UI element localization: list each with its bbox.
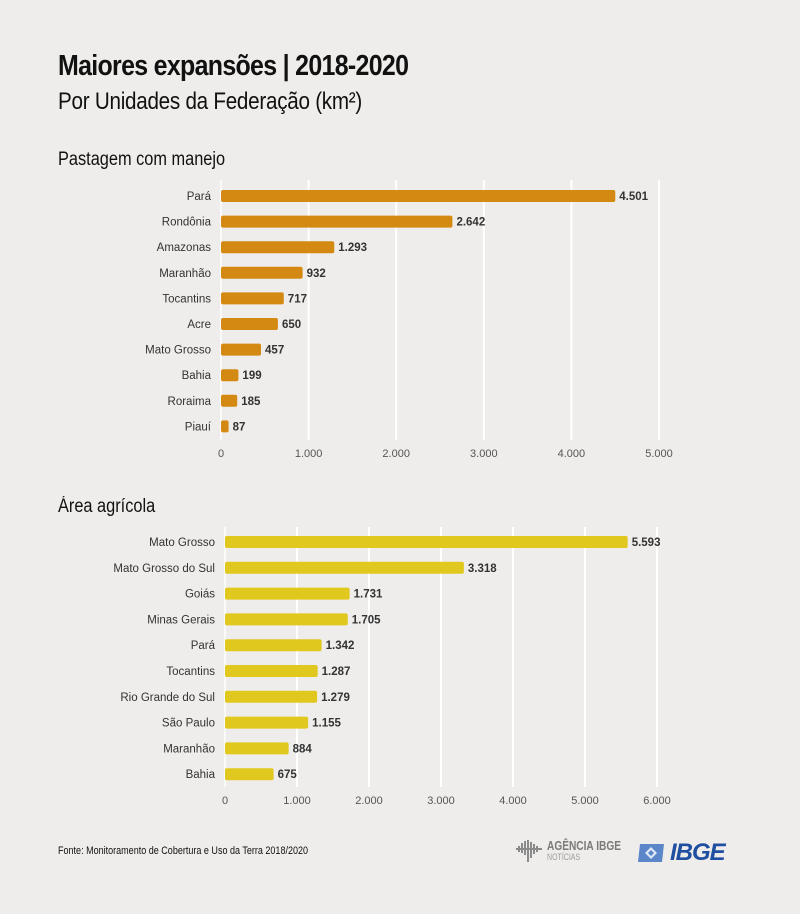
data-label: 675 — [278, 769, 298, 781]
x-tick-label: 1.000 — [283, 795, 311, 807]
ibge-logo: IBGE — [636, 839, 726, 867]
category-label: Tocantins — [162, 293, 211, 305]
category-label: Rio Grande do Sul — [120, 692, 215, 704]
category-label: Amazonas — [157, 242, 212, 254]
bar — [221, 215, 453, 228]
agencia-logo-subtext: NOTÍCIAS — [547, 851, 581, 862]
data-label: 1.287 — [322, 666, 351, 678]
agencia-ibge-logo: AGÊNCIA IBGE NOTÍCIAS — [515, 838, 642, 864]
x-tick-label: 0 — [222, 795, 228, 807]
category-label: Maranhão — [159, 268, 211, 280]
data-label: 199 — [242, 370, 261, 382]
data-label: 1.342 — [326, 640, 355, 652]
x-tick-label: 4.000 — [499, 795, 527, 807]
agencia-brazil-map-icon — [516, 840, 542, 862]
bar — [221, 292, 284, 305]
category-label: Rondônia — [162, 217, 212, 229]
x-tick-label: 6.000 — [643, 795, 671, 807]
bar — [225, 742, 289, 755]
bar — [225, 690, 318, 703]
bar — [221, 394, 238, 407]
x-tick-label: 1.000 — [295, 448, 323, 460]
x-tick-label: 3.000 — [470, 448, 498, 460]
data-label: 5.593 — [632, 537, 661, 549]
x-tick-label: 2.000 — [355, 795, 383, 807]
section-title-agricola: Área agrícola — [58, 496, 156, 517]
agricola-bar-chart: 0 1.000 2.000 3.000 4.000 5.000 6.000 Mato Gros… — [113, 527, 671, 807]
data-label: 1.293 — [338, 242, 367, 254]
category-label: Mato Grosso do Sul — [113, 563, 215, 575]
bar — [225, 716, 309, 729]
bar — [225, 613, 348, 626]
x-tick-label: 5.000 — [645, 448, 673, 460]
data-label: 932 — [307, 268, 326, 280]
bar — [225, 561, 464, 574]
pastagem-bar-chart: 0 1.000 2.000 3.000 4.000 5.000 Pará 4.501 Rondô… — [145, 180, 673, 460]
bar — [221, 343, 262, 356]
agencia-logo-text: AGÊNCIA IBGE — [547, 837, 621, 853]
chart-subtitle: Por Unidades da Federação (km²) — [58, 88, 363, 115]
data-label: 717 — [288, 293, 307, 305]
category-label: Tocantins — [166, 666, 215, 678]
x-tick-label: 3.000 — [427, 795, 455, 807]
bar — [225, 665, 318, 677]
data-label: 1.155 — [312, 718, 341, 730]
category-label: Piauí — [185, 421, 212, 433]
x-tick-label: 2.000 — [382, 448, 410, 460]
data-label: 650 — [282, 319, 301, 331]
data-label: 884 — [293, 743, 313, 755]
category-label: Roraima — [168, 396, 212, 408]
bar — [221, 190, 616, 202]
source-note: Fonte: Monitoramento de Cobertura e Uso … — [58, 845, 309, 857]
bar — [221, 369, 239, 382]
bar — [221, 266, 303, 279]
category-label: Bahia — [182, 370, 212, 382]
category-label: Maranhão — [163, 743, 215, 755]
category-label: Mato Grosso — [149, 537, 215, 549]
ibge-logo-text: IBGE — [670, 839, 726, 866]
category-label: Pará — [191, 640, 216, 652]
data-label: 3.318 — [468, 563, 497, 575]
x-tick-label: 5.000 — [571, 795, 599, 807]
chart-title: Maiores expansões | 2018-2020 — [58, 50, 409, 82]
data-label: 1.731 — [354, 589, 383, 601]
bar — [225, 639, 322, 652]
bar — [221, 420, 229, 433]
bar — [225, 587, 350, 600]
category-label: Pará — [187, 191, 212, 203]
data-label: 457 — [265, 345, 284, 357]
data-label: 87 — [233, 421, 246, 433]
data-label: 4.501 — [619, 191, 648, 203]
bar — [221, 318, 278, 330]
data-label: 185 — [241, 396, 261, 408]
x-tick-label: 4.000 — [558, 448, 586, 460]
data-label: 1.279 — [321, 692, 350, 704]
category-label: Minas Gerais — [147, 614, 215, 626]
data-label: 1.705 — [352, 614, 381, 626]
ibge-emblem-icon — [638, 844, 664, 862]
bar — [221, 241, 335, 254]
category-label: Bahia — [186, 769, 216, 781]
bar — [225, 536, 628, 548]
category-label: Acre — [187, 319, 211, 331]
category-label: Mato Grosso — [145, 345, 211, 357]
section-title-pastagem: Pastagem com manejo — [58, 149, 226, 170]
bar — [225, 768, 274, 781]
category-label: Goiás — [185, 589, 215, 601]
category-label: São Paulo — [162, 718, 215, 730]
x-tick-label: 0 — [218, 448, 224, 460]
data-label: 2.642 — [456, 217, 485, 229]
